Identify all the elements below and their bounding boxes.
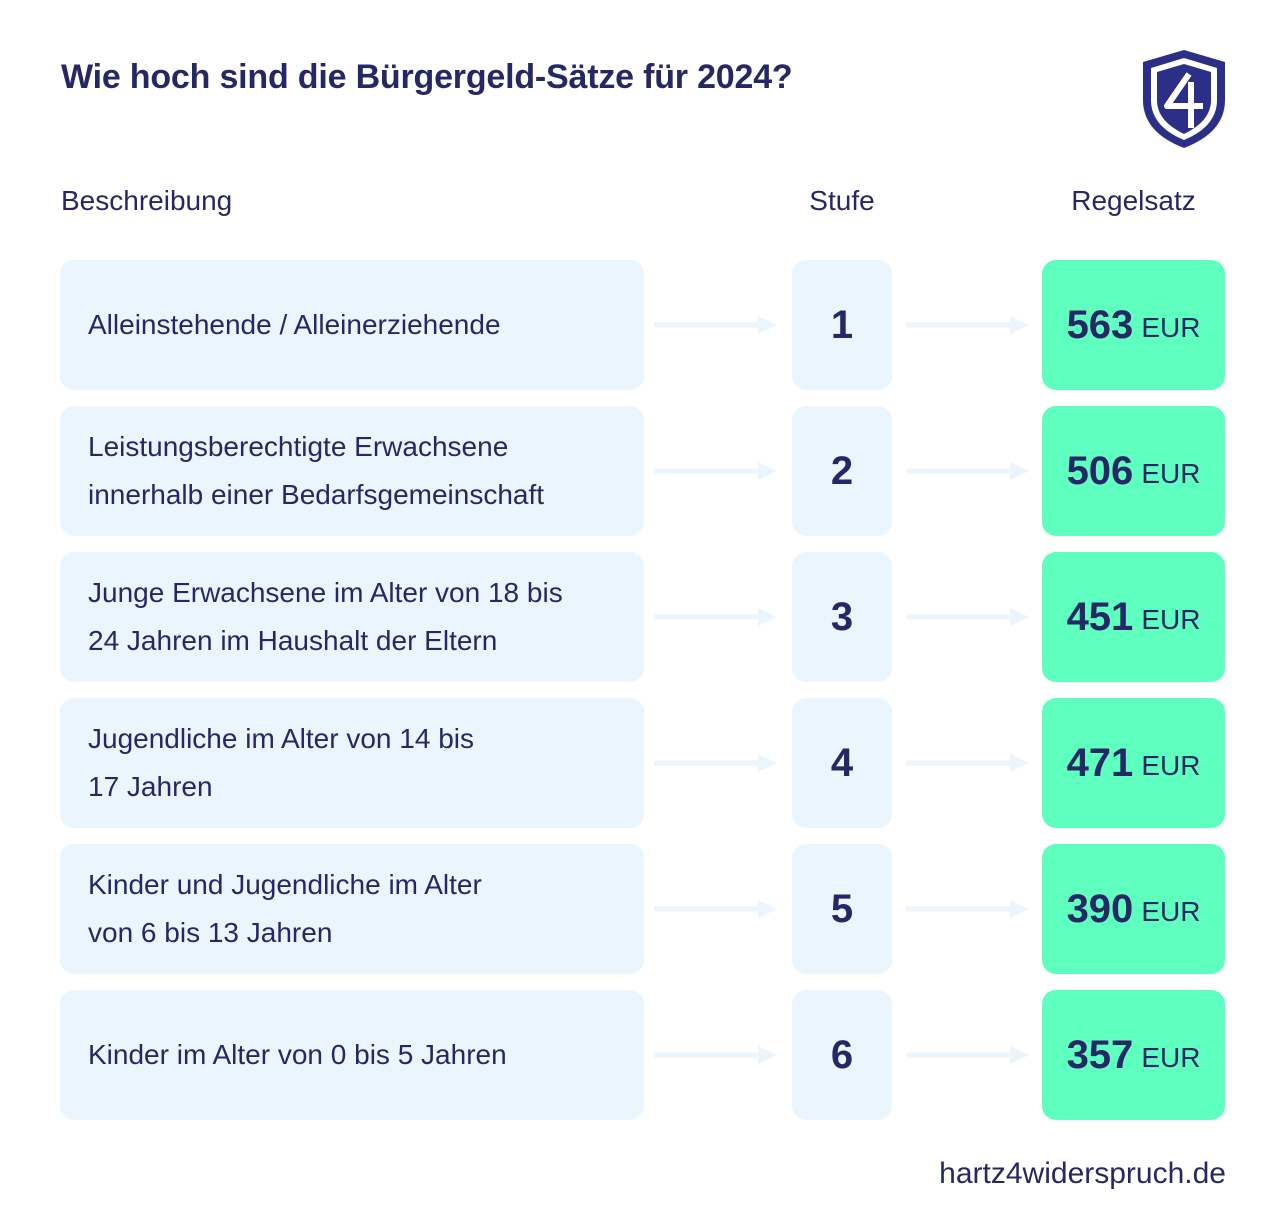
amount-cell: 506 EUR — [1042, 406, 1225, 536]
currency-label: EUR — [1141, 750, 1201, 781]
table-row: Alleinstehende / Alleinerziehende 1 563 EUR — [0, 260, 1286, 390]
level-cell: 3 — [792, 552, 892, 682]
level-cell: 1 — [792, 260, 892, 390]
table-row: Junge Erwachsene im Alter von 18 bis 24 … — [0, 552, 1286, 682]
amount-cell: 471 EUR — [1042, 698, 1225, 828]
description-text: Alleinstehende / Alleinerziehende — [88, 309, 501, 340]
description-text: Kinder und Jugendliche im Alter von 6 bi… — [88, 869, 482, 948]
table-row: Kinder und Jugendliche im Alter von 6 bi… — [0, 844, 1286, 974]
currency-label: EUR — [1141, 604, 1201, 635]
amount-cell: 390 EUR — [1042, 844, 1225, 974]
arrow-icon — [906, 754, 1029, 772]
amount-value: 506 — [1066, 448, 1134, 493]
table-row: Leistungsberechtigte Erwachsene innerhal… — [0, 406, 1286, 536]
description-cell: Kinder im Alter von 0 bis 5 Jahren — [60, 990, 644, 1120]
description-text: Kinder im Alter von 0 bis 5 Jahren — [88, 1039, 507, 1070]
description-text: Jugendliche im Alter von 14 bis 17 Jahre… — [88, 723, 474, 802]
currency-label: EUR — [1141, 896, 1201, 927]
arrow-icon — [654, 316, 777, 334]
amount-value: 563 — [1066, 302, 1134, 347]
description-cell: Alleinstehende / Alleinerziehende — [60, 260, 644, 390]
amount-value: 390 — [1066, 886, 1134, 931]
arrow-icon — [906, 900, 1029, 918]
level-cell: 6 — [792, 990, 892, 1120]
description-cell: Kinder und Jugendliche im Alter von 6 bi… — [60, 844, 644, 974]
level-cell: 2 — [792, 406, 892, 536]
level-cell: 4 — [792, 698, 892, 828]
currency-label: EUR — [1141, 1042, 1201, 1073]
page-title: Wie hoch sind die Bürgergeld-Sätze für 2… — [61, 58, 793, 96]
description-cell: Junge Erwachsene im Alter von 18 bis 24 … — [60, 552, 644, 682]
description-cell: Leistungsberechtigte Erwachsene innerhal… — [60, 406, 644, 536]
arrow-icon — [906, 316, 1029, 334]
footer-website: hartz4widerspruch.de — [939, 1157, 1226, 1190]
level-cell: 5 — [792, 844, 892, 974]
shield-4-logo — [1143, 50, 1225, 148]
table-row: Kinder im Alter von 0 bis 5 Jahren 6 357 EU… — [0, 990, 1286, 1120]
amount-value: 451 — [1066, 594, 1134, 639]
arrow-icon — [654, 462, 777, 480]
arrow-icon — [654, 608, 777, 626]
arrow-icon — [906, 462, 1029, 480]
description-text: Leistungsberechtigte Erwachsene innerhal… — [88, 431, 545, 510]
amount-value: 357 — [1066, 1032, 1134, 1077]
arrow-icon — [654, 754, 777, 772]
description-cell: Jugendliche im Alter von 14 bis 17 Jahre… — [60, 698, 644, 828]
arrow-icon — [654, 1046, 777, 1064]
amount-cell: 357 EUR — [1042, 990, 1225, 1120]
arrow-icon — [654, 900, 777, 918]
header-level: Stufe — [809, 185, 875, 216]
header-description: Beschreibung — [61, 185, 233, 216]
amount-cell: 451 EUR — [1042, 552, 1225, 682]
amount-value: 471 — [1066, 740, 1134, 785]
arrow-icon — [906, 608, 1029, 626]
amount-cell: 563 EUR — [1042, 260, 1225, 390]
arrow-icon — [906, 1046, 1029, 1064]
currency-label: EUR — [1141, 312, 1201, 343]
header-rate: Regelsatz — [1071, 185, 1196, 216]
currency-label: EUR — [1141, 458, 1201, 489]
table-row: Jugendliche im Alter von 14 bis 17 Jahre… — [0, 698, 1286, 828]
description-text: Junge Erwachsene im Alter von 18 bis 24 … — [88, 577, 563, 656]
